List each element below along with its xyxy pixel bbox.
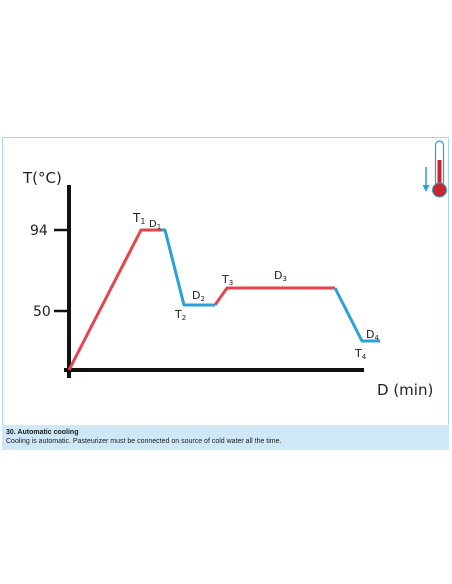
y-tick-label-50: 50 xyxy=(33,304,51,320)
label-d2: D2 xyxy=(192,289,205,303)
label-d3: D3 xyxy=(274,269,287,283)
heating-segment-1 xyxy=(67,228,162,371)
temperature-time-diagram: T(°C) D (min) 94 50 T1 D1 D2 T2 T3 D3 D4… xyxy=(22,140,447,399)
diagram-frame xyxy=(2,137,449,450)
label-t3: T3 xyxy=(221,273,233,287)
cooling-segment-2 xyxy=(333,287,380,343)
label-d1: D1 xyxy=(149,219,161,231)
y-axis-label: T(°C) xyxy=(22,169,62,187)
label-t4: T4 xyxy=(354,347,367,361)
heating-segment-2 xyxy=(213,286,335,306)
y-tick-label-94: 94 xyxy=(30,223,48,239)
label-t1: T1 xyxy=(132,211,145,226)
label-t2: T2 xyxy=(174,308,186,322)
caption-text: Cooling is automatic. Pasteurizer must b… xyxy=(6,438,282,445)
caption-bar: 30. Automatic cooling Cooling is automat… xyxy=(2,425,449,450)
thermometer-icon xyxy=(432,140,447,198)
label-d4: D4 xyxy=(366,328,379,342)
x-axis-label: D (min) xyxy=(377,381,433,399)
diagram-panel: T(°C) D (min) 94 50 T1 D1 D2 T2 T3 D3 D4… xyxy=(2,137,449,450)
cooling-segment-1 xyxy=(162,228,215,307)
caption-title: 30. Automatic cooling xyxy=(6,429,79,436)
arrow-down-icon xyxy=(422,167,430,192)
